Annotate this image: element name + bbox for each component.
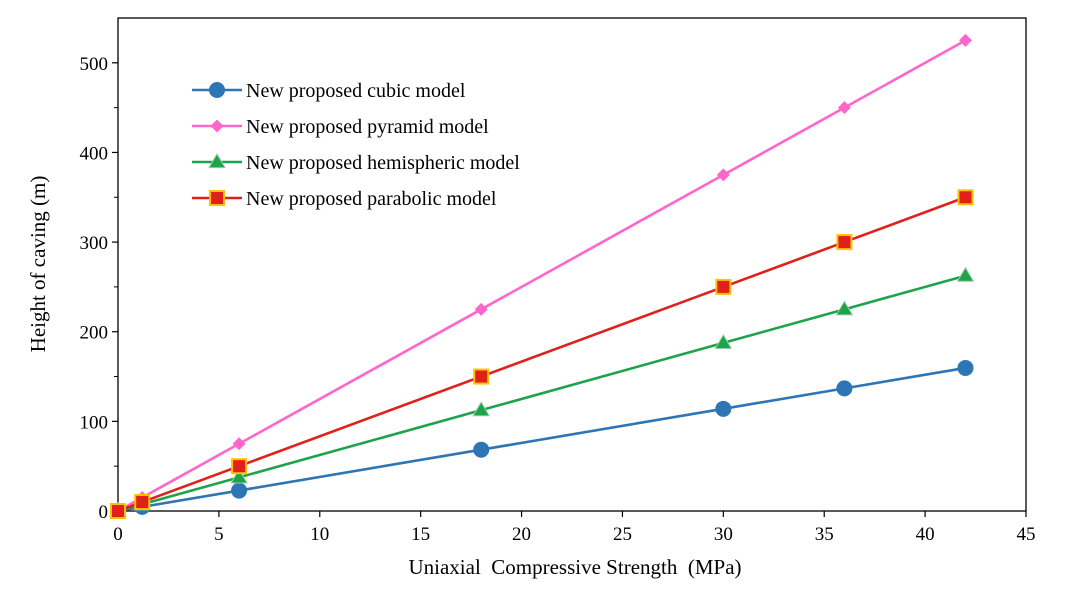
x-axis-title: Uniaxial Compressive Strength (MPa) [408,555,741,579]
x-tick-label: 30 [714,524,733,545]
data-point-diamond [837,101,851,115]
data-point-square [473,368,490,385]
legend-item: New proposed pyramid model [192,116,489,138]
y-tick-label: 100 [80,412,109,433]
x-tick-label: 20 [512,524,531,545]
data-point-square [110,503,126,519]
data-point-square [134,494,151,511]
data-point-circle [473,441,490,458]
legend-label: New proposed cubic model [246,80,466,102]
data-point-diamond [232,437,246,451]
data-point-diamond [474,302,488,316]
data-point-circle [957,359,974,376]
legend-label: New proposed hemispheric model [246,152,520,174]
x-tick-label: 35 [815,524,834,545]
data-point-square [231,458,248,475]
legend-item: New proposed parabolic model [192,188,497,210]
data-point-square [836,234,853,251]
plot-area-frame [117,17,1027,512]
x-tick-label: 45 [1017,524,1036,545]
data-point-diamond [958,33,972,47]
legend-marker-triangle [208,153,226,169]
x-tick-label: 0 [113,524,123,545]
data-point-triangle [230,468,248,484]
y-axis-title: Height of caving (m) [26,176,50,353]
legend-item: New proposed hemispheric model [192,152,520,174]
data-point-triangle [714,333,733,350]
data-point-circle [231,482,248,499]
data-point-triangle [472,401,491,417]
data-point-circle [715,400,732,417]
legend-label: New proposed parabolic model [246,188,497,210]
legend-marker-square [209,190,225,206]
x-tick-label: 25 [613,524,632,545]
x-tick-label: 5 [214,524,224,545]
y-tick-label: 200 [80,323,109,344]
axes [117,17,1027,512]
legend-marker-circle [209,82,225,98]
y-tick-label: 500 [80,54,109,75]
x-tick-label: 40 [916,524,935,545]
legend-label: New proposed pyramid model [246,116,489,138]
y-tick-label: 400 [80,143,109,164]
x-tick-label: 10 [310,524,329,545]
legend: New proposed cubic model New proposed pyr… [192,80,520,210]
legend-marker-diamond [210,119,224,133]
y-tick-label: 300 [80,233,109,254]
data-point-circle [836,380,853,397]
data-point-diamond [716,168,730,182]
data-point-triangle [956,266,975,282]
y-tick-label: 0 [99,502,109,523]
series-square-group [110,189,974,519]
series-lines [109,33,975,519]
axis-ticks: 0 5 10 15 20 25 30 35 40 45 0 100 200 300 400 500 [80,54,1036,545]
data-point-square [715,278,732,295]
data-point-square [957,189,974,206]
legend-item: New proposed cubic model [192,80,466,102]
series-diamond-group [111,33,972,518]
data-point-triangle [835,300,854,316]
x-tick-label: 15 [411,524,430,545]
